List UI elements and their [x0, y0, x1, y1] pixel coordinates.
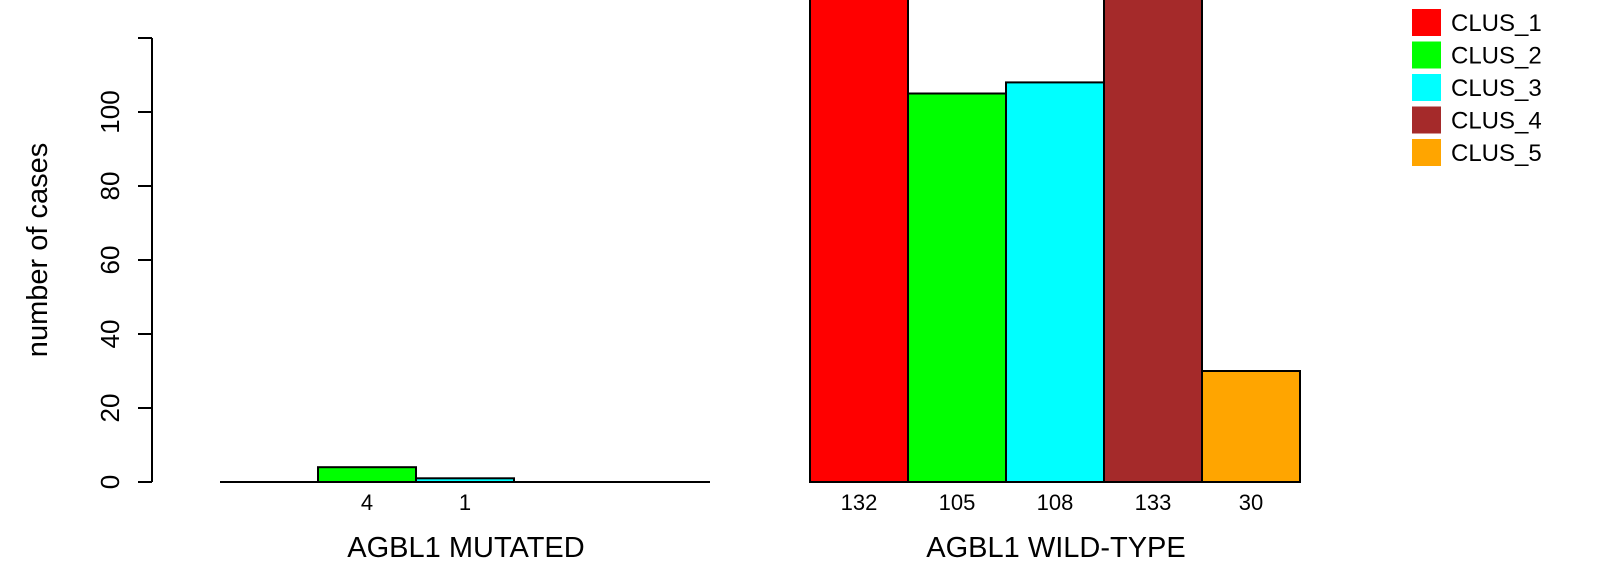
bar-count-label: 133 — [1135, 490, 1172, 515]
legend-label: CLUS_1 — [1451, 10, 1542, 37]
y-tick-label: 100 — [95, 90, 125, 133]
y-tick-label: 80 — [95, 172, 125, 201]
legend-label: CLUS_3 — [1451, 75, 1542, 102]
y-axis: 0 20 40 60 80 100 — [95, 37, 153, 489]
legend-swatch — [1412, 9, 1441, 36]
y-ticks: 0 20 40 60 80 100 — [95, 37, 152, 489]
y-tick-label: 40 — [95, 320, 125, 349]
legend-swatch — [1412, 74, 1441, 101]
bar-clus-2 — [317, 466, 417, 484]
legend-label: CLUS_2 — [1451, 43, 1542, 70]
group-label: AGBL1 WILD-TYPE — [926, 532, 1185, 564]
group-label: AGBL1 MUTATED — [347, 532, 584, 564]
legend: CLUS_1 CLUS_2 CLUS_3 CLUS_4 CLUS_5 — [1412, 9, 1542, 167]
legend-label: CLUS_4 — [1451, 108, 1542, 135]
bar-clus-4 — [1103, 0, 1203, 483]
bar-count-label: 30 — [1239, 490, 1263, 515]
y-axis-label: number of cases — [22, 143, 54, 357]
bar-clus-3 — [415, 477, 515, 483]
bar-count-label: 4 — [361, 490, 373, 515]
bars — [317, 0, 1301, 484]
bar-clus-3 — [1005, 81, 1105, 484]
y-tick-label: 0 — [95, 475, 125, 489]
legend-label: CLUS_5 — [1451, 140, 1542, 167]
bar-count-label: 1 — [459, 490, 471, 515]
bar-count-label: 105 — [939, 490, 976, 515]
legend-swatch — [1412, 106, 1441, 134]
y-tick-label: 20 — [95, 394, 125, 423]
y-tick-label: 60 — [95, 246, 125, 275]
bar-clus-5 — [1201, 370, 1301, 483]
bar-count-label: 132 — [841, 490, 878, 515]
bar-clus-2 — [907, 92, 1007, 483]
count-labels: 4 1 132 105 108 133 30 — [361, 490, 1263, 515]
bar-clus-1 — [809, 0, 909, 483]
group-labels: AGBL1 MUTATED AGBL1 WILD-TYPE — [347, 532, 1185, 564]
legend-swatch — [1412, 139, 1441, 166]
bar-count-label: 108 — [1037, 490, 1074, 515]
legend-swatch — [1412, 41, 1441, 69]
